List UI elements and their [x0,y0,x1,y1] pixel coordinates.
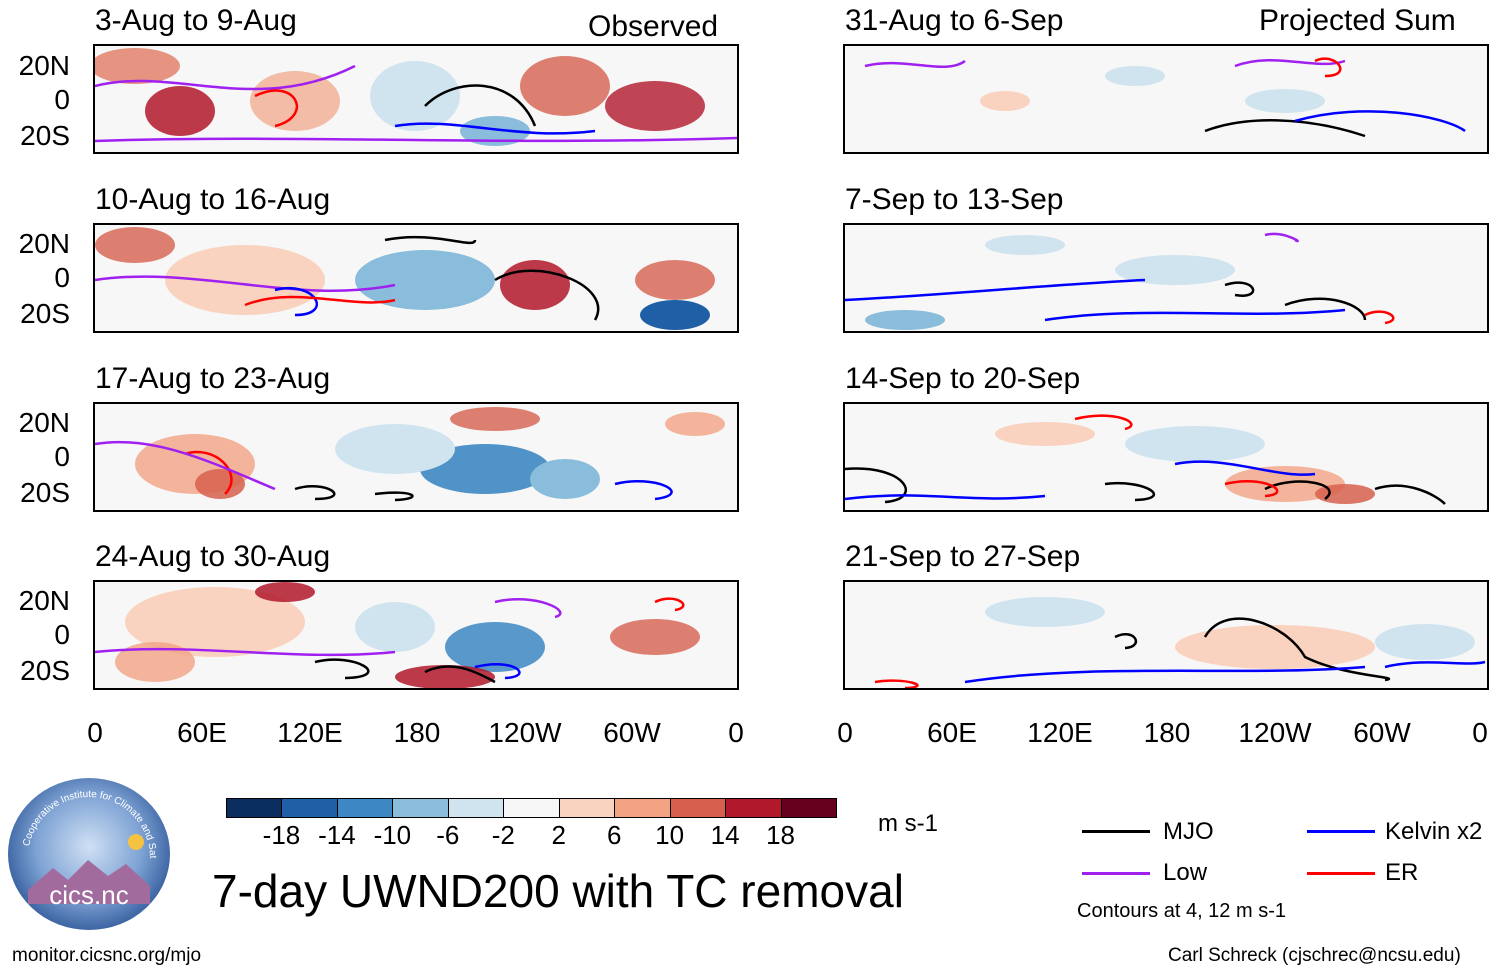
map-panel-proj-3 [843,402,1489,512]
colorbar-tick-label: 6 [606,820,622,850]
lon-label: 0 [1472,717,1488,748]
lon-label: 120E [1027,717,1093,748]
map-field [95,225,737,331]
contours-note: Contours at 4, 12 m s-1 [1077,900,1286,922]
map-panel-proj-1 [843,44,1489,154]
colorbar-tick-label: -6 [436,820,460,850]
map-panel-proj-4 [843,580,1489,690]
logo-graphic: Cooperative Institute for Climate and Sa… [5,770,158,910]
map-panel-obs-1 [93,44,739,154]
map-field [845,46,1487,152]
lon-label: 60E [927,717,977,748]
colorbar-segment [725,798,782,818]
lat-label-20s: 20S [20,298,70,329]
lon-label: 0 [728,717,744,748]
colorbar-ticks: -18 -14 -10 -6 -2 2 6 10 14 18 [226,822,836,850]
map-panel-obs-2 [93,223,739,333]
map-panel-proj-2 [843,223,1489,333]
map-panel-obs-3 [93,402,739,512]
colorbar [226,798,837,818]
map-field [845,404,1487,510]
lat-label-20n: 20N [18,585,70,616]
colorbar-tick-label: 14 [710,820,740,850]
logo-name: cics.nc [49,880,128,910]
colorbar-segment [226,798,283,818]
map-field [95,582,737,688]
lat-label-20s: 20S [20,477,70,508]
lon-label: 180 [1143,717,1191,748]
lon-label: 0 [837,717,853,748]
main-title: 7-day UWND200 with TC removal [212,865,904,917]
colorbar-tick-label: -2 [491,820,515,850]
panel-title-proj-1: 31-Aug to 6-Sep [845,4,1064,37]
lat-label-eq: 0 [54,441,70,472]
colorbar-segment [336,798,394,818]
panel-title-proj-2: 7-Sep to 13-Sep [845,183,1064,216]
panel-title-obs-2: 10-Aug to 16-Aug [95,183,331,216]
colorbar-tick-label: -14 [318,820,356,850]
cicsnc-logo: Cooperative Institute for Climate and Sa… [5,770,170,930]
lon-label: 60E [177,717,227,748]
panel-title-obs-3: 17-Aug to 23-Aug [95,362,331,395]
lon-label: 120E [277,717,343,748]
map-field [95,46,737,152]
panel-title-obs-4: 24-Aug to 30-Aug [95,540,331,573]
panel-title-obs-1: 3-Aug to 9-Aug [95,4,297,37]
legend-line-kelvin [1307,830,1375,833]
colorbar-segment [281,798,338,818]
lat-label-20n: 20N [18,407,70,438]
map-panel-obs-4 [93,580,739,690]
lon-label: 180 [393,717,441,748]
lat-label-eq: 0 [54,619,70,650]
observed-header: Observed [588,10,719,43]
lat-label-20n: 20N [18,228,70,259]
lon-label: 60W [603,717,661,748]
colorbar-units: m s-1 [878,810,938,837]
colorbar-tick-label: 2 [551,820,566,850]
colorbar-segment [392,798,449,818]
legend-label-kelvin: Kelvin x2 [1385,818,1483,845]
lon-label: 60W [1353,717,1411,748]
lon-label: 120W [1238,717,1312,748]
legend-label-mjo: MJO [1163,818,1214,845]
legend-label-er: ER [1385,859,1419,886]
lon-label: 0 [87,717,103,748]
lat-label-eq: 0 [54,84,70,115]
colorbar-segment [669,798,727,818]
colorbar-tick-label: 18 [766,820,795,850]
lat-label-eq: 0 [54,262,70,293]
footer-credit: Carl Schreck (cjschrec@ncsu.edu) [1168,945,1461,966]
projected-header: Projected Sum [1259,4,1456,37]
legend-line-er [1307,872,1375,875]
lat-label-20n: 20N [18,50,70,81]
colorbar-segment [614,798,671,818]
colorbar-segment [780,798,837,818]
map-field [845,582,1487,688]
legend-label-low: Low [1163,859,1208,886]
colorbar-tick-label: -10 [373,820,412,850]
legend-line-low [1082,872,1150,875]
colorbar-segment [558,798,616,818]
panel-title-proj-3: 14-Sep to 20-Sep [845,362,1081,395]
colorbar-tick-label: -18 [262,820,301,850]
legend-line-mjo [1082,830,1150,833]
footer-url[interactable]: monitor.cicsnc.org/mjo [12,945,202,966]
lat-label-20s: 20S [20,655,70,686]
panel-title-proj-4: 21-Sep to 27-Sep [845,540,1081,573]
colorbar-segment [447,798,505,818]
lat-label-20s: 20S [20,120,70,151]
map-field [845,225,1487,331]
colorbar-tick-label: 10 [655,820,685,850]
lon-label: 120W [488,717,562,748]
colorbar-segment [503,798,560,818]
map-field [95,404,737,510]
